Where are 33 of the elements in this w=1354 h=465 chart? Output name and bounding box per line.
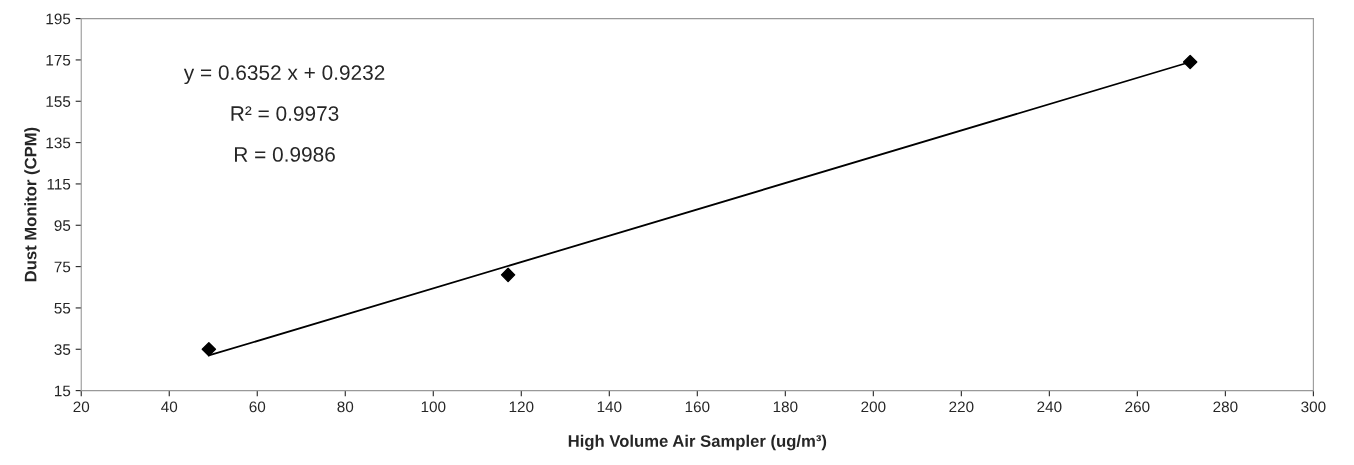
x-tick-label: 100 <box>421 401 446 413</box>
annotation: y = 0.6352 x + 0.9232 <box>183 65 385 85</box>
y-tick-label: 75 <box>54 261 71 273</box>
x-tick-label: 20 <box>73 401 90 413</box>
annotation: R² = 0.9973 <box>231 106 339 121</box>
point <box>500 267 516 283</box>
y-tick-label: 35 <box>54 344 71 355</box>
y-tick-label: 155 <box>46 96 71 107</box>
y-tick-label: 55 <box>54 302 71 314</box>
x-tick-label: 200 <box>861 401 886 413</box>
x-tick-label: 220 <box>949 401 974 413</box>
y-tick-label: 15 <box>55 385 71 397</box>
y-tick-label: 195 <box>46 13 71 25</box>
y-tick-label: 175 <box>46 54 71 66</box>
x-tick-label: 160 <box>685 401 710 413</box>
y-tick-label: 95 <box>54 220 71 231</box>
y-tick-label: 135 <box>46 137 71 149</box>
x-tick-label: 300 <box>1301 401 1326 413</box>
x-tick-label: 140 <box>597 401 622 413</box>
x-tick-label: 40 <box>161 401 178 413</box>
y-tick-label: 115 <box>47 178 71 190</box>
x-tick-label: 120 <box>509 401 534 413</box>
x-tick-label: 260 <box>1125 401 1150 413</box>
point <box>201 341 217 357</box>
x-axis-title: High Volume Air Sampler (ug/m³) <box>568 434 827 451</box>
x-tick-label: 180 <box>773 401 798 413</box>
point <box>1182 54 1198 70</box>
x-tick-label: 60 <box>249 401 266 413</box>
x-tick-label: 80 <box>337 401 354 413</box>
x-tick-label: 280 <box>1213 401 1238 413</box>
x-tick-label: 240 <box>1037 401 1062 413</box>
annotation: R = 0.9986 <box>235 147 335 162</box>
y-axis-title: Dust Monitor (CPM) <box>24 127 40 282</box>
